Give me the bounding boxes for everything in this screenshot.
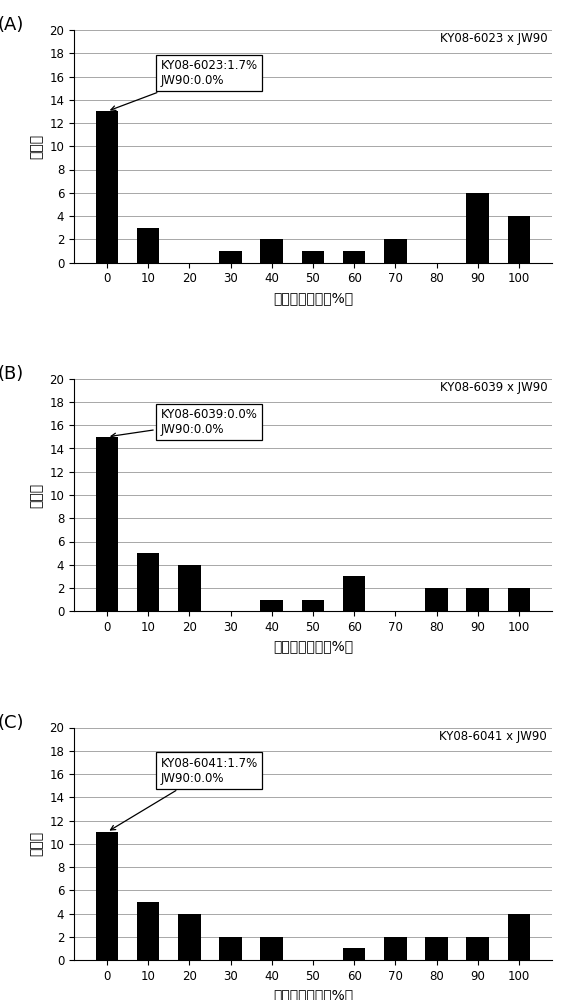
Bar xyxy=(96,832,118,960)
Text: KY08-6023 x JW90: KY08-6023 x JW90 xyxy=(439,32,547,45)
Bar xyxy=(384,937,407,960)
Bar xyxy=(302,251,324,263)
Bar xyxy=(425,937,448,960)
Text: (B): (B) xyxy=(0,365,24,383)
Bar xyxy=(384,239,407,263)
Y-axis label: 株系数: 株系数 xyxy=(30,831,44,856)
Text: KY08-6023:1.7%
JW90:0.0%: KY08-6023:1.7% JW90:0.0% xyxy=(111,59,258,110)
Bar xyxy=(137,902,159,960)
Bar xyxy=(508,588,530,611)
Bar xyxy=(178,914,201,960)
Text: KY08-6041 x JW90: KY08-6041 x JW90 xyxy=(439,730,547,743)
Text: KY08-6039:0.0%
JW90:0.0%: KY08-6039:0.0% JW90:0.0% xyxy=(111,408,257,438)
Y-axis label: 株系数: 株系数 xyxy=(30,482,44,508)
Bar xyxy=(425,588,448,611)
Text: KY08-6041:1.7%
JW90:0.0%: KY08-6041:1.7% JW90:0.0% xyxy=(110,757,258,830)
Bar xyxy=(467,937,489,960)
Text: (A): (A) xyxy=(0,16,24,34)
Bar xyxy=(261,937,283,960)
Bar xyxy=(467,193,489,263)
Bar xyxy=(508,216,530,263)
Bar xyxy=(219,251,242,263)
Bar xyxy=(467,588,489,611)
X-axis label: 黒穂病患病率（%）: 黒穂病患病率（%） xyxy=(273,640,353,654)
X-axis label: 黒穂病患病率（%）: 黒穂病患病率（%） xyxy=(273,291,353,305)
Bar xyxy=(178,565,201,611)
Text: (C): (C) xyxy=(0,714,24,732)
Bar xyxy=(343,576,365,611)
Bar xyxy=(261,600,283,611)
Bar xyxy=(137,228,159,263)
Bar xyxy=(302,600,324,611)
Bar xyxy=(343,251,365,263)
Bar xyxy=(508,914,530,960)
X-axis label: 黒穂病患病率（%）: 黒穂病患病率（%） xyxy=(273,988,353,1000)
Bar xyxy=(137,553,159,611)
Text: KY08-6039 x JW90: KY08-6039 x JW90 xyxy=(439,381,547,394)
Bar xyxy=(261,239,283,263)
Bar xyxy=(219,937,242,960)
Bar xyxy=(96,437,118,611)
Bar xyxy=(343,948,365,960)
Bar xyxy=(96,111,118,263)
Y-axis label: 株系数: 株系数 xyxy=(30,134,44,159)
